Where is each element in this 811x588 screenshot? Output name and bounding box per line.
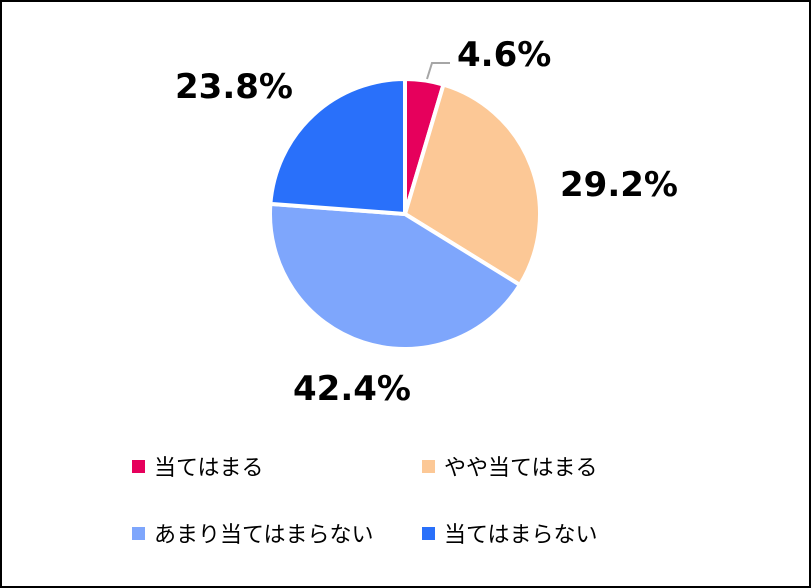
data-label-slice-1: 29.2%: [560, 165, 678, 205]
data-label-slice-2: 42.4%: [293, 369, 411, 409]
leader-line-slice-0: [426, 62, 450, 80]
data-label-slice-0: 4.6%: [457, 35, 551, 75]
pie-slices: [267, 77, 542, 351]
pie-slice-2: [267, 201, 522, 351]
data-label-slice-3: 23.8%: [175, 67, 293, 107]
pie-slice-3: [268, 77, 407, 216]
